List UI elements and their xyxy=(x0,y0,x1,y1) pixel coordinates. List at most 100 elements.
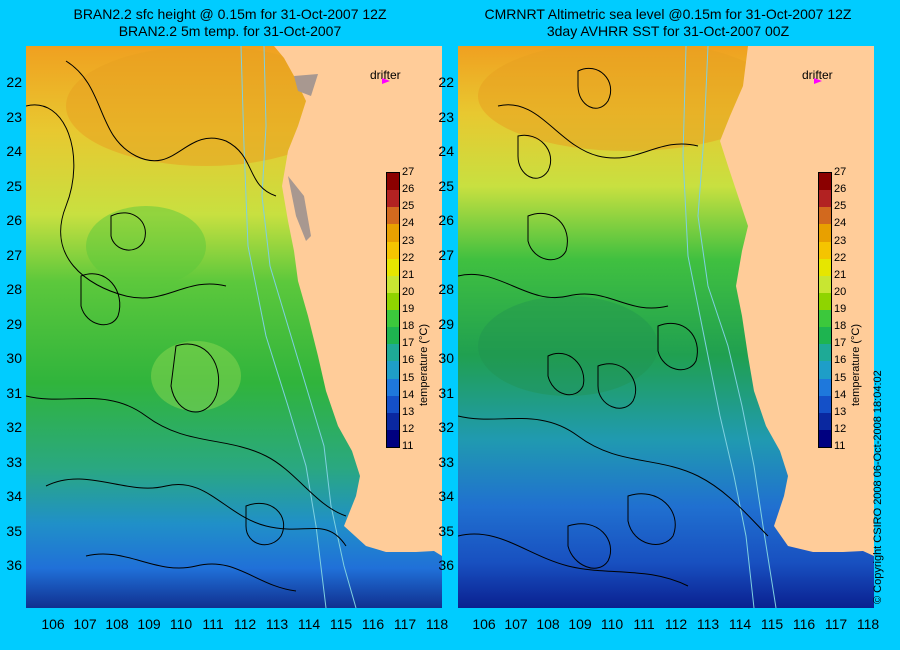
longitude-label: 112 xyxy=(664,616,688,632)
latitude-label: 35 xyxy=(6,522,22,539)
colorbar-tick-label: 14 xyxy=(402,388,415,401)
latitude-label: 34 xyxy=(438,488,454,504)
colorbar-segment xyxy=(819,395,831,413)
colorbar-segment xyxy=(819,173,831,191)
colorbar-tick-label: 15 xyxy=(402,371,415,384)
land-mass xyxy=(720,46,874,556)
latitude-label: 27 xyxy=(6,246,22,263)
latitude-label: 35 xyxy=(438,522,454,539)
latitude-label: 30 xyxy=(6,350,22,366)
longitude-label: 111 xyxy=(202,616,224,632)
colorbar-segment xyxy=(819,224,831,242)
colorbar-segment xyxy=(387,292,399,310)
left-drifter-marker xyxy=(382,78,390,84)
colorbar-segment xyxy=(819,412,831,430)
right-map-panel: drifter xyxy=(458,46,874,608)
colorbar-segment xyxy=(819,429,831,447)
colorbar-tick-label: 16 xyxy=(834,354,847,367)
left-panel-title: BRAN2.2 sfc height @ 0.15m for 31-Oct-20… xyxy=(10,6,450,40)
colorbar-segment xyxy=(819,327,831,345)
longitude-label: 116 xyxy=(792,616,816,632)
latitude-label: 32 xyxy=(438,419,454,435)
longitude-label: 113 xyxy=(696,616,720,632)
colorbar-tick-label: 22 xyxy=(834,251,847,264)
latitude-label: 33 xyxy=(438,453,454,470)
sea-level-contours xyxy=(26,60,347,592)
latitude-label: 26 xyxy=(438,212,454,228)
longitude-label: 111 xyxy=(633,616,655,632)
colorbar-segment xyxy=(819,190,831,208)
colorbar-tick-label: 25 xyxy=(834,200,847,213)
colorbar-segment xyxy=(387,327,399,345)
longitude-label: 112 xyxy=(233,616,257,632)
right-title-line1: CMRNRT Altimetric sea level @0.15m for 3… xyxy=(484,6,852,22)
colorbar-segment xyxy=(387,241,399,259)
longitude-label: 106 xyxy=(472,616,496,632)
colorbar-tick-label: 20 xyxy=(834,285,847,298)
longitude-label: 117 xyxy=(393,616,417,632)
sea-level-contours xyxy=(458,67,769,587)
colorbar-segment xyxy=(387,395,399,413)
colorbar-tick-label: 27 xyxy=(834,166,847,178)
longitude-label: 110 xyxy=(600,616,624,632)
colorbar-tick-label: 13 xyxy=(402,405,415,418)
colorbar-tick-label: 21 xyxy=(834,268,847,281)
longitude-label: 108 xyxy=(105,616,129,632)
latitude-label: 31 xyxy=(438,384,454,401)
colorbar-tick-label: 20 xyxy=(402,285,415,298)
left-drifter-label: drifter xyxy=(370,68,401,82)
colorbar-segment xyxy=(387,378,399,396)
longitude-label: 108 xyxy=(536,616,560,632)
copyright-notice: © Copyright CSIRO 2008 06-Oct-2008 18:04… xyxy=(872,370,884,604)
colorbar-segment xyxy=(819,258,831,276)
colorbar-tick-label: 11 xyxy=(834,440,846,452)
colorbar-segment xyxy=(387,207,399,225)
right-drifter-label: drifter xyxy=(802,68,833,82)
colorbar-tick-label: 26 xyxy=(402,183,415,196)
latitude-label: 22 xyxy=(438,74,454,90)
colorbar-tick-label: 18 xyxy=(402,320,415,333)
right-drifter-marker xyxy=(814,78,822,84)
colorbar-tick-label: 25 xyxy=(402,200,415,213)
colorbar-tick-label: 23 xyxy=(402,234,415,247)
right-colorbar-title: temperature (°C) xyxy=(850,323,862,406)
colorbar-tick-label: 12 xyxy=(402,422,415,435)
longitude-label: 110 xyxy=(169,616,193,632)
colorbar-tick-label: 11 xyxy=(402,440,414,452)
colorbar-segment xyxy=(387,412,399,430)
colorbar-tick-label: 13 xyxy=(834,405,847,418)
colorbar-segment xyxy=(387,173,399,191)
longitude-label: 107 xyxy=(73,616,97,632)
latitude-label: 32 xyxy=(6,419,22,435)
colorbar-segment xyxy=(387,429,399,447)
latitude-label: 31 xyxy=(6,384,22,401)
colorbar-segment xyxy=(387,190,399,208)
latitude-label: 25 xyxy=(438,177,454,194)
colorbar-tick-label: 18 xyxy=(834,320,847,333)
longitude-label: 115 xyxy=(329,616,353,632)
colorbar-segment xyxy=(819,241,831,259)
latitude-label: 29 xyxy=(438,315,454,332)
colorbar-segment xyxy=(387,361,399,379)
latitude-label: 28 xyxy=(438,281,454,297)
left-title-line1: BRAN2.2 sfc height @ 0.15m for 31-Oct-20… xyxy=(73,6,387,22)
longitude-label: 115 xyxy=(760,616,784,632)
right-colorbar xyxy=(818,172,832,448)
left-colorbar-title: temperature (°C) xyxy=(418,323,430,406)
longitude-label: 114 xyxy=(728,616,752,632)
longitude-label: 116 xyxy=(361,616,385,632)
colorbar-tick-label: 23 xyxy=(834,234,847,247)
left-map-panel: drifter xyxy=(26,46,442,608)
colorbar-segment xyxy=(387,344,399,362)
colorbar-tick-label: 17 xyxy=(402,337,415,350)
latitude-label: 26 xyxy=(6,212,22,228)
colorbar-segment xyxy=(819,344,831,362)
colorbar-tick-label: 21 xyxy=(402,268,415,281)
colorbar-segment xyxy=(819,207,831,225)
colorbar-segment xyxy=(819,361,831,379)
longitude-label: 114 xyxy=(297,616,321,632)
colorbar-tick-label: 22 xyxy=(402,251,415,264)
colorbar-tick-label: 16 xyxy=(402,354,415,367)
colorbar-tick-label: 26 xyxy=(834,183,847,196)
latitude-label: 28 xyxy=(6,281,22,297)
